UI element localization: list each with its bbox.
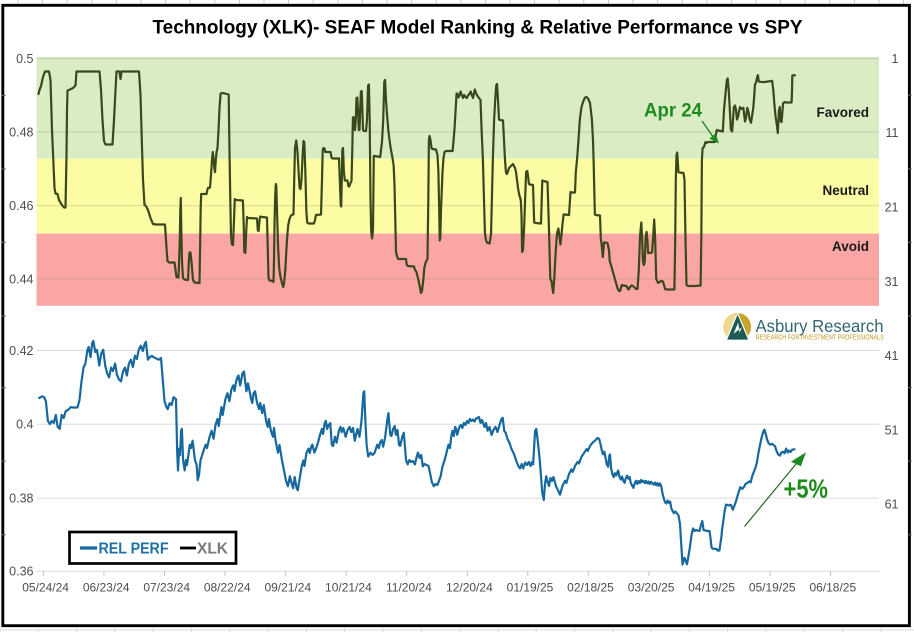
svg-text:31: 31: [885, 275, 899, 289]
svg-text:61: 61: [885, 498, 899, 512]
svg-text:11/20/24: 11/20/24: [386, 580, 432, 594]
svg-text:05/19/25: 05/19/25: [749, 580, 796, 594]
svg-text:06/23/24: 06/23/24: [83, 580, 130, 594]
svg-text:12/20/24: 12/20/24: [446, 580, 493, 594]
svg-text:Asbury Research: Asbury Research: [756, 316, 884, 336]
svg-text:11: 11: [886, 126, 899, 140]
svg-text:0.38: 0.38: [9, 491, 33, 505]
svg-text:0.46: 0.46: [9, 199, 33, 213]
svg-text:0.48: 0.48: [9, 125, 33, 139]
svg-text:1: 1: [892, 52, 899, 66]
svg-text:41: 41: [885, 349, 899, 363]
svg-text:REL PERF: REL PERF: [99, 541, 169, 558]
svg-text:0.4: 0.4: [16, 418, 33, 432]
svg-text:05/24/24: 05/24/24: [22, 580, 69, 594]
svg-text:10/21/24: 10/21/24: [325, 580, 372, 594]
svg-text:+5%: +5%: [784, 474, 829, 504]
svg-text:Apr 24: Apr 24: [644, 100, 702, 122]
svg-text:0.5: 0.5: [16, 52, 33, 66]
svg-text:08/22/24: 08/22/24: [204, 580, 251, 594]
svg-text:XLK: XLK: [197, 541, 229, 558]
svg-text:04/19/25: 04/19/25: [688, 580, 735, 594]
svg-text:01/19/25: 01/19/25: [507, 580, 554, 594]
svg-text:Avoid: Avoid: [832, 239, 869, 254]
svg-text:0.44: 0.44: [9, 272, 33, 286]
svg-text:07/23/24: 07/23/24: [143, 580, 190, 594]
svg-text:09/21/24: 09/21/24: [264, 580, 311, 594]
svg-text:Favored: Favored: [816, 105, 869, 120]
svg-text:02/18/25: 02/18/25: [567, 580, 614, 594]
svg-text:06/18/25: 06/18/25: [809, 580, 856, 594]
svg-text:Technology (XLK)- SEAF Model R: Technology (XLK)- SEAF Model Ranking & R…: [153, 17, 803, 39]
svg-text:0.42: 0.42: [9, 344, 33, 358]
svg-text:21: 21: [885, 201, 899, 215]
svg-text:03/20/25: 03/20/25: [628, 580, 675, 594]
svg-text:51: 51: [885, 423, 899, 437]
svg-text:RESEARCH FOR INVESTMENT PROFES: RESEARCH FOR INVESTMENT PROFESSIONALS: [756, 335, 884, 342]
svg-text:0.36: 0.36: [9, 565, 33, 579]
svg-text:Neutral: Neutral: [822, 183, 869, 198]
